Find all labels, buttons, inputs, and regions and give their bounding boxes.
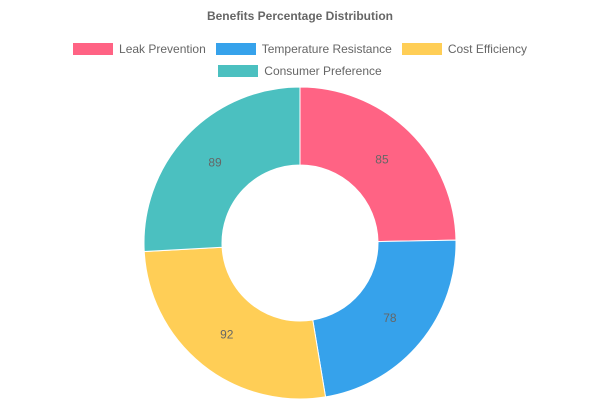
- slice-temperature-resistance[interactable]: [312, 239, 457, 398]
- slices-group: [143, 86, 457, 400]
- legend-label: Consumer Preference: [264, 64, 382, 78]
- legend-label: Cost Efficiency: [447, 42, 527, 56]
- legend-swatch: [401, 43, 442, 55]
- legend-swatch: [215, 43, 256, 55]
- slice-cost-efficiency[interactable]: [143, 246, 327, 400]
- data-label: 78: [383, 311, 397, 325]
- legend-item-temperature-resistance[interactable]: Temperature Resistance: [215, 42, 392, 56]
- legend-item-consumer-preference[interactable]: Consumer Preference: [218, 64, 382, 78]
- legend-label: Leak Prevention: [119, 42, 206, 56]
- labels-group: 85 78 92 89: [208, 153, 397, 342]
- legend-label: Temperature Resistance: [261, 42, 392, 56]
- slice-consumer-preference[interactable]: [143, 86, 301, 253]
- chart-title: Benefits Percentage Distribution: [206, 9, 394, 23]
- legend-swatch: [218, 65, 259, 77]
- legend-swatch: [73, 43, 114, 55]
- data-label: 92: [220, 327, 234, 341]
- legend-item-cost-efficiency[interactable]: Cost Efficiency: [401, 42, 527, 56]
- data-label: 85: [375, 153, 389, 167]
- legend-item-leak-prevention[interactable]: Leak Prevention: [73, 42, 206, 56]
- legend: Leak Prevention Temperature Resistance C…: [0, 42, 600, 56]
- data-label: 89: [208, 156, 222, 170]
- legend-row-2: Consumer Preference: [0, 64, 600, 78]
- slice-leak-prevention[interactable]: [299, 86, 457, 243]
